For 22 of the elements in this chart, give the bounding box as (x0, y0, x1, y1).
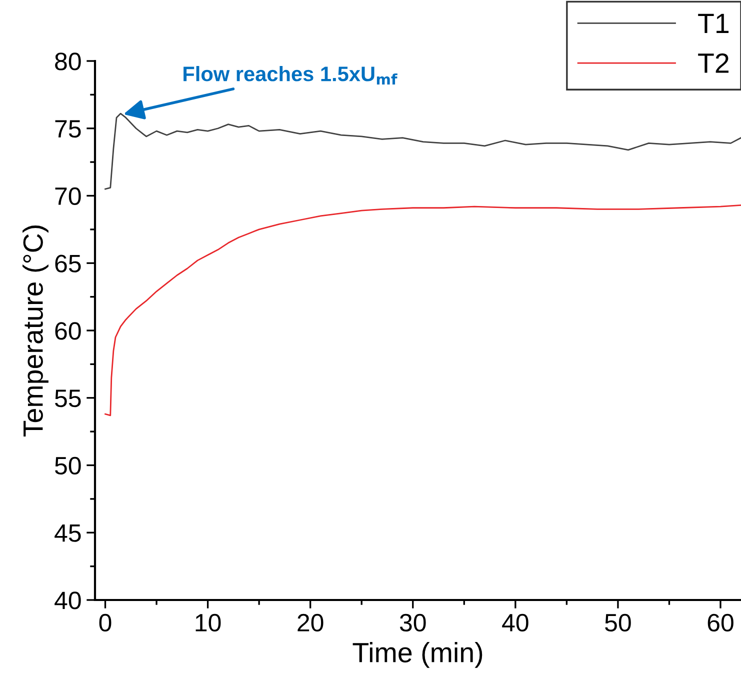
x-tick-label: 40 (502, 614, 528, 632)
x-tick-label: 20 (298, 614, 324, 632)
y-tick-label: 45 (54, 524, 81, 542)
line-series (104, 204, 741, 416)
x-tick-label: 10 (196, 614, 221, 632)
legend-label: T1 (698, 14, 729, 33)
x-tick-label: 30 (400, 614, 426, 632)
y-tick-label: 75 (55, 120, 81, 138)
y-tick-label: 40 (54, 592, 81, 610)
y-axis-title: Temperature (°C) (22, 226, 48, 437)
x-tick-label: 0 (99, 614, 112, 632)
y-tick-label: 60 (55, 322, 81, 340)
legend-label: T2 (698, 53, 728, 73)
y-tick-label: 65 (55, 254, 81, 272)
y-tick-label: 50 (55, 456, 81, 475)
y-tick-label: 70 (55, 187, 81, 206)
x-tick-label: 50 (605, 614, 631, 632)
annotation: Flow reaches 1.5xU$_{mf}$ (184, 66, 398, 85)
x-axis-title: Time (min) (352, 642, 482, 668)
y-tick-label: 55 (55, 390, 81, 408)
y-tick-label: 80 (55, 52, 81, 70)
x-tick-label: 60 (708, 614, 734, 632)
